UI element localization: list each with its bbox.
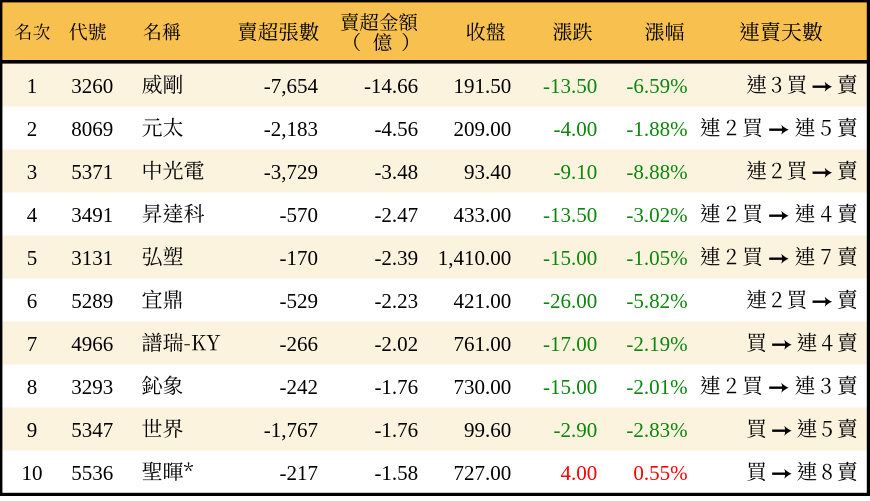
svg-text:3491: 3491: [71, 203, 113, 227]
svg-text:-1.05%: -1.05%: [626, 246, 687, 270]
svg-text:-1.76: -1.76: [374, 375, 418, 399]
svg-text:6: 6: [27, 289, 38, 313]
svg-text:-3.48: -3.48: [374, 160, 418, 184]
svg-text:-8.88%: -8.88%: [626, 160, 687, 184]
svg-text:4: 4: [27, 203, 38, 227]
svg-text:-6.59%: -6.59%: [626, 74, 687, 98]
svg-text:-3.02%: -3.02%: [626, 203, 687, 227]
svg-text:-2.01%: -2.01%: [626, 375, 687, 399]
svg-text:727.00: 727.00: [454, 461, 512, 485]
svg-text:8069: 8069: [71, 117, 113, 141]
svg-text:4966: 4966: [71, 332, 113, 356]
svg-text:-242: -242: [280, 375, 319, 399]
svg-text:-7,654: -7,654: [264, 74, 319, 98]
svg-text:421.00: 421.00: [454, 289, 512, 313]
svg-text:-14.66: -14.66: [364, 74, 418, 98]
svg-text:-2,183: -2,183: [264, 117, 318, 141]
svg-text:7: 7: [27, 332, 38, 356]
svg-text:191.50: 191.50: [454, 74, 512, 98]
svg-text:9: 9: [27, 418, 38, 442]
svg-text:-4.56: -4.56: [374, 117, 418, 141]
svg-text:5: 5: [27, 246, 38, 270]
svg-text:93.40: 93.40: [464, 160, 511, 184]
svg-text:-266: -266: [280, 332, 319, 356]
svg-text:5536: 5536: [71, 461, 113, 485]
svg-text:1: 1: [27, 74, 38, 98]
svg-text:433.00: 433.00: [454, 203, 512, 227]
svg-text:-15.00: -15.00: [543, 246, 597, 270]
svg-text:-13.50: -13.50: [543, 203, 597, 227]
svg-text:-529: -529: [280, 289, 319, 313]
svg-text:-2.39: -2.39: [374, 246, 418, 270]
svg-text:-5.82%: -5.82%: [626, 289, 687, 313]
svg-text:-26.00: -26.00: [543, 289, 597, 313]
svg-text:8: 8: [27, 375, 38, 399]
svg-text:-2.47: -2.47: [374, 203, 418, 227]
svg-text:-2.19%: -2.19%: [626, 332, 687, 356]
svg-text:-2.23: -2.23: [374, 289, 418, 313]
svg-text:-570: -570: [280, 203, 319, 227]
svg-text:-3,729: -3,729: [264, 160, 318, 184]
svg-text:-2.02: -2.02: [374, 332, 418, 356]
svg-text:4.00: 4.00: [561, 461, 598, 485]
svg-text:-1.76: -1.76: [374, 418, 418, 442]
svg-text:3131: 3131: [71, 246, 113, 270]
svg-text:3: 3: [27, 160, 38, 184]
svg-text:-2.90: -2.90: [554, 418, 598, 442]
svg-text:-1,767: -1,767: [264, 418, 318, 442]
svg-text:3260: 3260: [71, 74, 113, 98]
svg-text:2: 2: [27, 117, 38, 141]
svg-text:761.00: 761.00: [454, 332, 512, 356]
svg-text:-13.50: -13.50: [543, 74, 597, 98]
svg-text:1,410.00: 1,410.00: [438, 246, 512, 270]
svg-text:-17.00: -17.00: [543, 332, 597, 356]
svg-text:209.00: 209.00: [454, 117, 512, 141]
svg-text:5347: 5347: [71, 418, 113, 442]
svg-text:-4.00: -4.00: [554, 117, 598, 141]
svg-text:-217: -217: [280, 461, 319, 485]
svg-text:0.55%: 0.55%: [633, 461, 687, 485]
svg-text:-170: -170: [280, 246, 319, 270]
svg-text:99.60: 99.60: [464, 418, 511, 442]
svg-text:-2.83%: -2.83%: [626, 418, 687, 442]
svg-text:-15.00: -15.00: [543, 375, 597, 399]
svg-text:-1.58: -1.58: [374, 461, 418, 485]
svg-text:5371: 5371: [71, 160, 113, 184]
svg-text:-1.88%: -1.88%: [626, 117, 687, 141]
svg-text:3293: 3293: [71, 375, 113, 399]
svg-text:10: 10: [22, 461, 43, 485]
svg-text:5289: 5289: [71, 289, 113, 313]
svg-text:-9.10: -9.10: [554, 160, 598, 184]
svg-text:730.00: 730.00: [454, 375, 512, 399]
